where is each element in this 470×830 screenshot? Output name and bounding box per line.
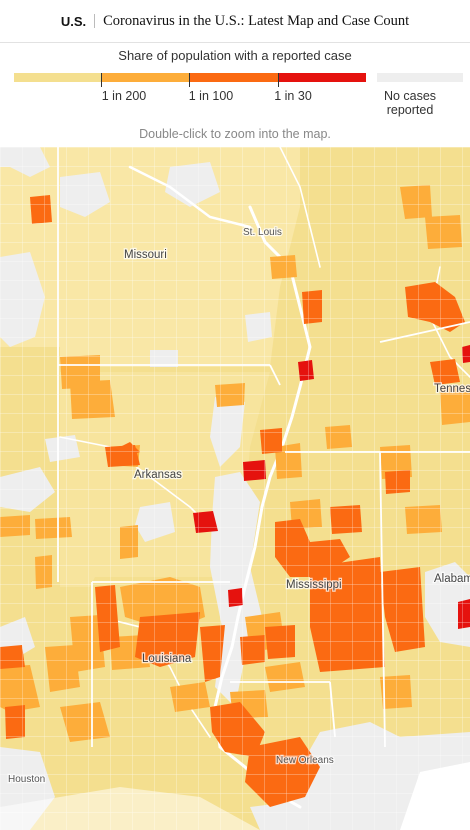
county-map-svg[interactable]: Missouri St. Louis Tennessee Arkansas Mi… — [0, 147, 470, 830]
legend-tick-1in30 — [278, 73, 279, 87]
label-st-louis: St. Louis — [243, 227, 282, 238]
legend-tick-1in200 — [101, 73, 102, 87]
header-divider — [94, 14, 96, 28]
legend-no-cases-label: No cases reported — [380, 89, 440, 117]
state-borders — [57, 147, 470, 748]
legend-bin-no-cases — [377, 73, 463, 82]
legend-no-cases-line1: No cases — [383, 89, 437, 103]
legend-label-1in200: 1 in 200 — [101, 89, 147, 103]
legend-bin-1in200 — [101, 73, 189, 82]
legend-label-1in30: 1 in 30 — [274, 89, 312, 103]
map-legend: Share of population with a reported case… — [0, 43, 470, 147]
label-alabama: Alabama — [434, 573, 470, 585]
label-houston: Houston — [8, 774, 45, 785]
legend-title: Share of population with a reported case — [118, 48, 352, 63]
label-mississippi: Mississippi — [286, 579, 342, 591]
gulf-water — [0, 762, 470, 830]
label-missouri: Missouri — [124, 249, 167, 261]
label-arkansas: Arkansas — [134, 469, 182, 481]
legend-label-1in100: 1 in 100 — [188, 89, 234, 103]
label-tennessee: Tennessee — [434, 383, 470, 395]
legend-tick-1in100 — [189, 73, 190, 87]
section-label[interactable]: U.S. — [60, 13, 87, 29]
legend-bin-1in100 — [189, 73, 278, 82]
label-new-orleans: New Orleans — [276, 755, 334, 766]
zoom-hint: Double-click to zoom into the map. — [139, 127, 331, 141]
article-headline[interactable]: Coronavirus in the U.S.: Latest Map and … — [103, 12, 410, 29]
legend-no-cases-line2: reported — [386, 103, 434, 117]
legend-bin-1in30 — [278, 73, 366, 82]
label-louisiana: Louisiana — [142, 653, 192, 665]
county-boundaries — [0, 147, 470, 830]
county-map[interactable]: Missouri St. Louis Tennessee Arkansas Mi… — [0, 147, 470, 830]
page-header: U.S. Coronavirus in the U.S.: Latest Map… — [0, 0, 470, 43]
legend-bin-low — [14, 73, 101, 82]
